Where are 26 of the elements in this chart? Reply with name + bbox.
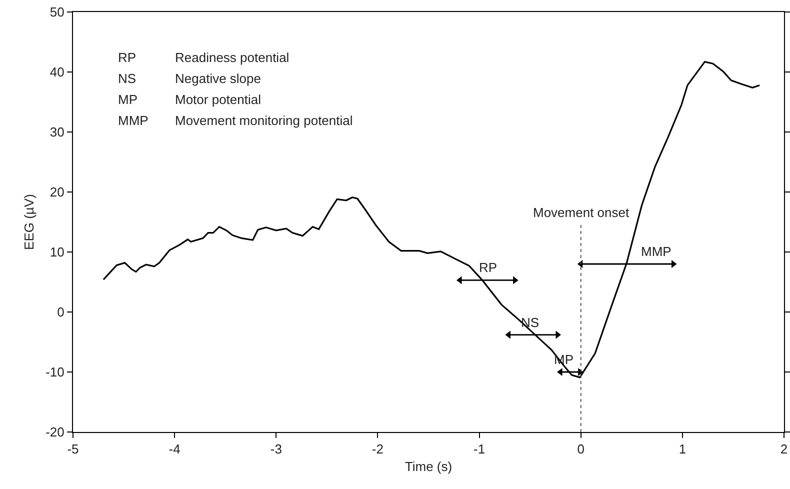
x-tick-label: -4 [168, 442, 180, 457]
x-tick-label: -2 [372, 442, 384, 457]
y-tick-label: 0 [57, 304, 64, 320]
y-axis-title: EEG (µV) [22, 194, 37, 250]
text: NS Negative slope [118, 71, 261, 86]
x-tick-label: 0 [577, 442, 584, 457]
text: MP Motor potential [118, 92, 261, 107]
y-tick-label: 30 [50, 124, 64, 140]
annotation: RP [479, 260, 498, 275]
x-tick-label: -5 [67, 442, 79, 457]
x-tick-label: -3 [270, 442, 282, 457]
y-tick-label: -20 [46, 424, 64, 440]
y-tick-label: 50 [50, 4, 64, 20]
y-tick-label: 40 [50, 64, 64, 80]
x-tick-label: 2 [780, 442, 788, 457]
x-tick-label: 1 [678, 442, 686, 457]
text: RP Readiness potential [118, 50, 290, 65]
annotation: MMP [641, 244, 672, 259]
y-tick-label: 20 [50, 184, 64, 200]
x-axis-title: Time (s) [404, 459, 452, 474]
y-tick-label: -10 [46, 364, 64, 380]
text: MMP Movement monitoring potential [118, 113, 353, 128]
x-tick-label: -1 [474, 442, 486, 457]
y-tick-label: 10 [50, 244, 64, 260]
ref-line-label: Movement onset [533, 205, 630, 220]
annotation: NS [521, 315, 540, 330]
